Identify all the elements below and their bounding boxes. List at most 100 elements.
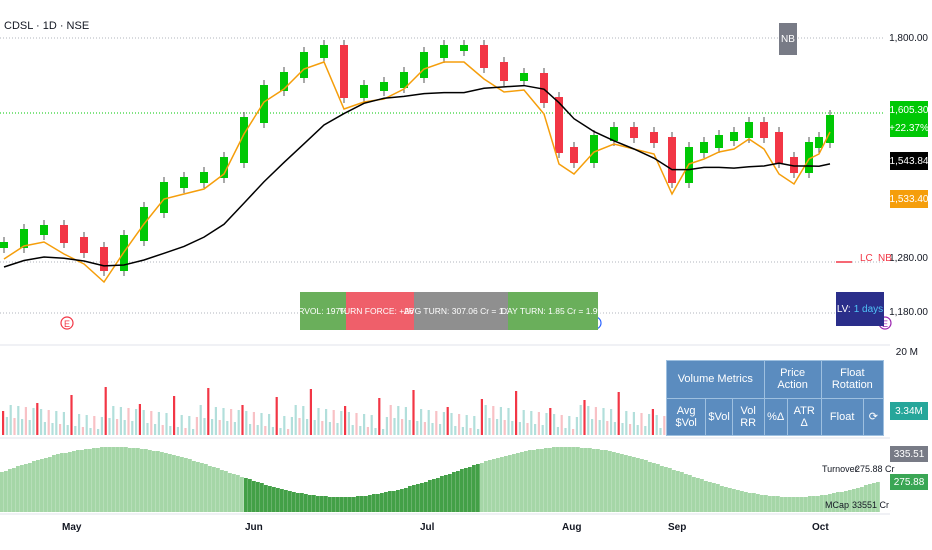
metrics-table: Volume Metrics Price Action Float Rotati…	[665, 360, 885, 436]
turnover-bar	[784, 497, 788, 512]
event-marker-label: E	[882, 319, 888, 329]
candle	[60, 225, 68, 243]
ema20-tag: 1,533.40	[890, 190, 928, 208]
candle	[610, 127, 618, 141]
symbol-title[interactable]: CDSL · 1D · NSE	[4, 20, 90, 32]
candle	[340, 45, 348, 98]
candle	[40, 225, 48, 235]
turnover-bar	[60, 453, 64, 512]
turnover-bar	[684, 474, 688, 512]
volume-bar	[499, 407, 502, 435]
turnover-bar	[548, 448, 552, 512]
turnover-bar	[456, 471, 460, 512]
volume-bar	[218, 420, 221, 435]
indicator-bar: RVOL: 197% TURN FORCE: +26% AVG TURN: 30…	[298, 292, 605, 330]
turnover-bar	[212, 467, 216, 512]
turnover-bar	[572, 447, 576, 512]
lv-box: LV: 1 days	[836, 292, 884, 326]
volume-bar	[655, 415, 658, 435]
volume-bar	[629, 424, 632, 435]
candle	[775, 132, 783, 163]
volume-bar	[511, 421, 514, 435]
volume-bar	[560, 415, 563, 435]
turnover-bar	[700, 479, 704, 512]
turnover-bar	[312, 495, 316, 512]
volume-bar	[226, 421, 229, 435]
volume-bar	[382, 429, 385, 435]
volume-bar	[104, 387, 107, 435]
turnover-bar	[804, 497, 808, 512]
turnover-bar	[452, 472, 456, 512]
turnover-bar	[392, 491, 396, 512]
volume-bar	[412, 390, 415, 435]
turnover-bar	[384, 492, 388, 512]
candle	[380, 82, 388, 91]
volume-bar	[199, 405, 202, 435]
turnover-bar	[764, 495, 768, 512]
turnover-bar	[352, 497, 356, 512]
turnover-bar	[368, 495, 372, 512]
candle	[200, 172, 208, 183]
volume-bar	[640, 413, 643, 435]
volume-bar	[207, 388, 210, 435]
col-float: Float	[820, 397, 864, 436]
turnover-bar	[524, 451, 528, 512]
turnover-bar	[740, 491, 744, 512]
volume-bar	[579, 405, 582, 435]
turnover-bar	[716, 484, 720, 512]
mcap-value: 33551 Cr	[852, 500, 890, 510]
turnover-bar	[136, 448, 140, 512]
volume-bar	[591, 419, 594, 435]
volume-bar	[458, 414, 461, 435]
turnover-bar	[708, 482, 712, 512]
turnover-bar	[672, 470, 676, 512]
turnover-bar	[408, 486, 412, 512]
turnover-bar	[84, 449, 88, 512]
nb-badge: NB	[779, 23, 797, 55]
volume-bar	[157, 412, 160, 435]
volume-bar	[127, 408, 130, 435]
turnover-bar	[4, 471, 8, 512]
day-turn-cell: DAY TURN: 1.85 Cr = 1.9%	[501, 292, 605, 330]
turnover-bar	[188, 459, 192, 512]
volume-bar	[9, 405, 12, 435]
turnover-bar	[168, 454, 172, 512]
volume-bar	[484, 405, 487, 435]
volume-bar	[534, 424, 537, 435]
turnover-bar	[516, 453, 520, 512]
turnover-bar	[552, 447, 556, 512]
turnover-bar	[820, 495, 824, 512]
candle	[320, 45, 328, 58]
turnover-bar	[644, 460, 648, 512]
volume-bar	[119, 407, 122, 435]
volume-bar	[146, 423, 149, 435]
turnover-bar	[816, 496, 820, 512]
volume-bar	[636, 425, 639, 435]
volume-bar	[275, 397, 278, 435]
turnover-bar	[336, 497, 340, 512]
turnover-bar	[720, 486, 724, 512]
candle	[630, 127, 638, 138]
volume-bar	[374, 428, 377, 435]
volume-bar	[93, 416, 96, 435]
turnover-bar	[216, 468, 220, 512]
turnover-bar	[544, 448, 548, 512]
turnover-bar	[204, 464, 208, 512]
volume-bar	[32, 408, 35, 435]
turnover-bar	[380, 493, 384, 512]
turnover-bar	[236, 475, 240, 512]
turnover-bar	[656, 464, 660, 512]
turnover-bar	[724, 487, 728, 512]
volume-bar	[416, 421, 419, 435]
turnover-bar	[124, 447, 128, 512]
volume-bar	[366, 427, 369, 435]
turnover-bar	[372, 494, 376, 512]
month-aug: Aug	[562, 522, 582, 533]
volume-bar	[138, 404, 141, 435]
turnover-tag-bottom: 275.88	[890, 474, 928, 490]
turnover-bar	[284, 490, 288, 512]
volume-bar	[287, 429, 290, 435]
turnover-bar	[36, 460, 40, 512]
turnover-bar	[424, 482, 428, 512]
